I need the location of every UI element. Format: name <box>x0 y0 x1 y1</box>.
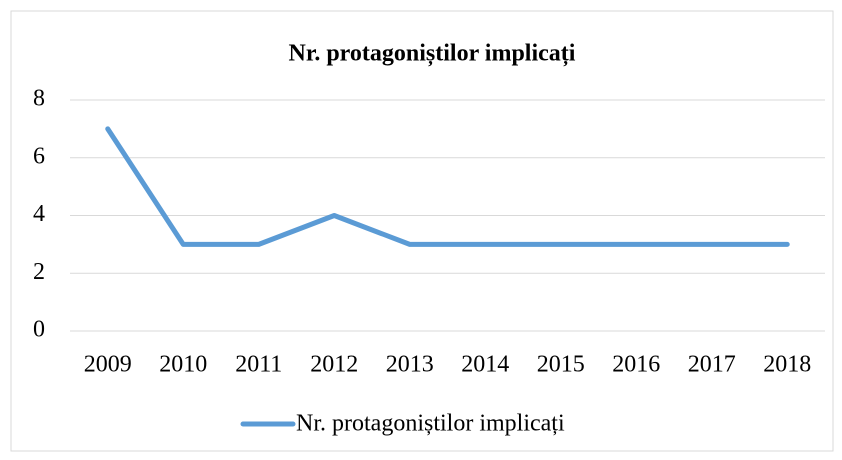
x-tick-label: 2015 <box>537 352 585 378</box>
y-tick-label: 4 <box>33 201 45 227</box>
x-tick-label: 2009 <box>84 352 132 378</box>
x-tick-label: 2016 <box>612 352 660 378</box>
y-tick-label: 6 <box>33 143 45 169</box>
x-tick-label: 2012 <box>310 352 358 378</box>
x-tick-label: 2014 <box>461 352 509 378</box>
y-tick-label: 8 <box>33 86 45 112</box>
x-tick-label: 2013 <box>386 352 434 378</box>
x-tick-label: 2018 <box>763 352 811 378</box>
y-tick-label: 2 <box>33 259 45 285</box>
y-tick-label: 0 <box>33 317 45 343</box>
chart-border <box>10 10 834 452</box>
x-tick-label: 2017 <box>688 352 736 378</box>
legend-label: Nr. protagoniștilor implicați <box>296 411 565 437</box>
data-line <box>105 126 790 247</box>
x-tick-label: 2010 <box>159 352 207 378</box>
x-tick-label: 2011 <box>235 352 282 378</box>
chart-title: Nr. protagoniștilor implicați <box>289 41 576 67</box>
